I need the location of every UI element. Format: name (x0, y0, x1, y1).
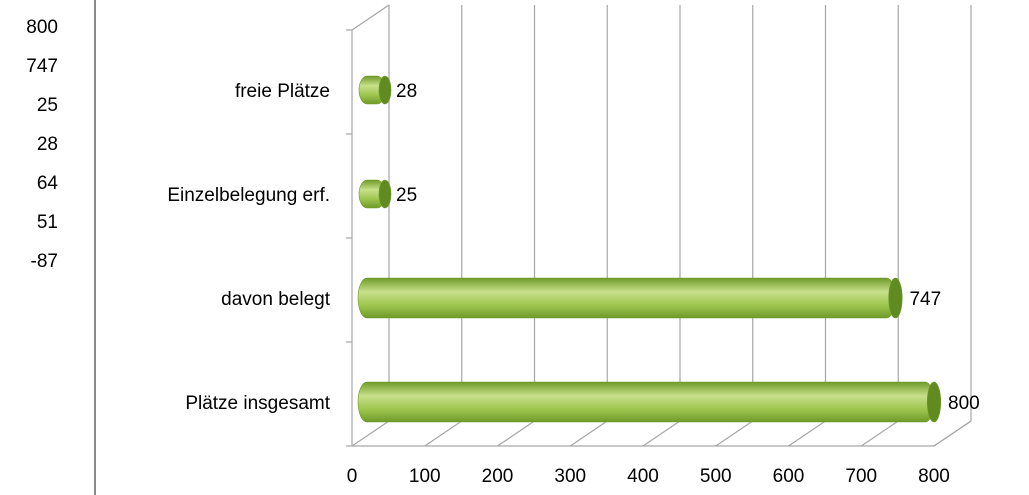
data-label: 800 (948, 393, 980, 414)
side-value: 747 (26, 56, 58, 77)
gridline (351, 420, 390, 447)
x-tick-label: 600 (773, 466, 805, 487)
bar-cap (378, 179, 392, 209)
gridline (569, 420, 608, 447)
data-label: 28 (396, 81, 417, 102)
gridline (715, 420, 754, 447)
grid-layer (351, 5, 972, 447)
vertical-divider (94, 0, 96, 495)
bar (357, 277, 896, 319)
side-value: -87 (30, 251, 58, 272)
side-value: 800 (26, 17, 58, 38)
gridline (860, 420, 899, 447)
bar-cap (378, 75, 392, 105)
label-layer: 0 100 200 300 400 500 600 700 800 Plätze insgesam… (167, 81, 979, 487)
gridline (788, 420, 826, 447)
bar-cap (888, 277, 903, 319)
gridline (424, 420, 463, 447)
x-tick-label: 200 (482, 466, 514, 487)
category-label: freie Plätze (235, 81, 330, 102)
axis-layer (346, 4, 972, 447)
category-label: davon belegt (221, 289, 331, 310)
floor-edge (933, 420, 972, 447)
x-tick-label: 0 (347, 466, 358, 487)
side-value: 64 (36, 173, 58, 194)
x-tick-label: 500 (700, 466, 732, 487)
data-label: 747 (909, 289, 941, 310)
x-tick-label: 700 (845, 466, 877, 487)
category-label: Einzelbelegung erf. (167, 185, 330, 206)
side-value: 51 (36, 212, 58, 233)
wall-edge (351, 4, 390, 31)
data-label: 25 (396, 185, 417, 206)
side-value-list: 800 747 25 28 64 51 -87 (0, 8, 58, 281)
side-value: 28 (36, 134, 58, 155)
x-tick-label: 100 (409, 466, 441, 487)
side-value: 25 (36, 95, 58, 116)
x-tick-label: 300 (554, 466, 586, 487)
gridline (497, 420, 535, 447)
x-tick-label: 800 (918, 466, 950, 487)
bar-cap (926, 381, 942, 423)
bar (357, 381, 935, 423)
bar-layer (357, 75, 942, 423)
gridline (642, 420, 681, 447)
category-label: Plätze insgesamt (185, 393, 330, 414)
x-tick-label: 400 (627, 466, 659, 487)
